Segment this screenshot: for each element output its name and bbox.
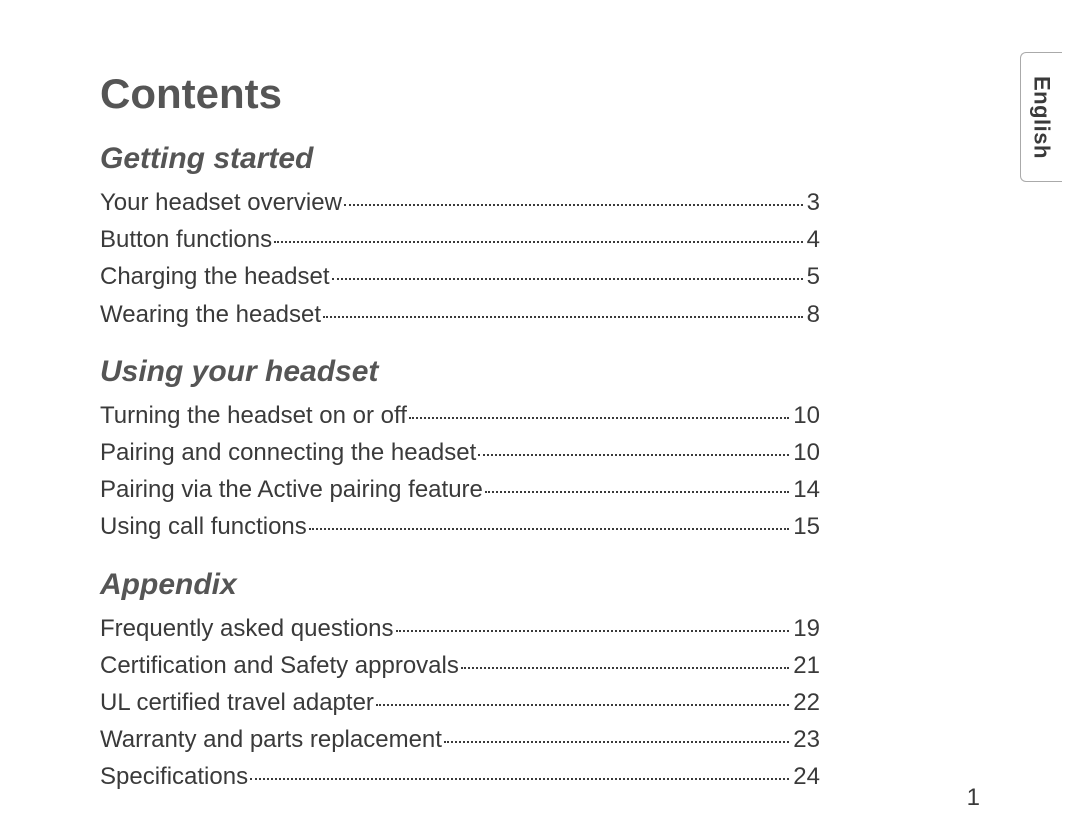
toc-page: 14 (793, 471, 820, 508)
toc-entry[interactable]: Certification and Safety approvals 21 (100, 647, 820, 684)
toc-label: Button functions (100, 221, 272, 258)
toc-entry[interactable]: Using call functions 15 (100, 508, 820, 545)
toc-page: 10 (793, 397, 820, 434)
toc-label: Wearing the headset (100, 296, 321, 333)
toc-page: Contents Getting started Your headset ov… (0, 0, 920, 795)
toc-entry[interactable]: UL certified travel adapter 22 (100, 684, 820, 721)
language-tab[interactable]: English (1020, 52, 1062, 182)
toc-leader (461, 667, 789, 669)
toc-leader (274, 241, 803, 243)
toc-entry[interactable]: Your headset overview 3 (100, 184, 820, 221)
toc-entry[interactable]: Charging the headset 5 (100, 258, 820, 295)
toc-entry[interactable]: Specifications 24 (100, 758, 820, 795)
toc-entry[interactable]: Frequently asked questions 19 (100, 610, 820, 647)
toc-page: 24 (793, 758, 820, 795)
toc-label: Warranty and parts replacement (100, 721, 442, 758)
toc-page: 10 (793, 434, 820, 471)
toc-label: Certification and Safety approvals (100, 647, 459, 684)
toc-leader (250, 778, 789, 780)
toc-label: Frequently asked questions (100, 610, 394, 647)
toc-page: 19 (793, 610, 820, 647)
toc-leader (444, 741, 789, 743)
toc-page: 3 (807, 184, 820, 221)
page-title: Contents (100, 70, 820, 118)
section-heading: Getting started (100, 142, 820, 176)
toc-entry[interactable]: Turning the headset on or off 10 (100, 397, 820, 434)
toc-leader (309, 528, 790, 530)
toc-page: 5 (807, 258, 820, 295)
toc-page: 21 (793, 647, 820, 684)
toc-page: 4 (807, 221, 820, 258)
toc-entry[interactable]: Pairing via the Active pairing feature 1… (100, 471, 820, 508)
toc-leader (323, 316, 803, 318)
toc-label: Specifications (100, 758, 248, 795)
toc-entry[interactable]: Button functions 4 (100, 221, 820, 258)
toc-page: 22 (793, 684, 820, 721)
toc-entry[interactable]: Warranty and parts replacement 23 (100, 721, 820, 758)
toc-leader (396, 630, 790, 632)
toc-leader (478, 454, 789, 456)
section-heading: Using your headset (100, 355, 820, 389)
toc-label: UL certified travel adapter (100, 684, 374, 721)
toc-page: 23 (793, 721, 820, 758)
toc-page: 8 (807, 296, 820, 333)
toc-label: Pairing and connecting the headset (100, 434, 476, 471)
toc-leader (485, 491, 789, 493)
language-tab-label: English (1029, 76, 1055, 159)
toc-label: Charging the headset (100, 258, 330, 295)
toc-label: Your headset overview (100, 184, 342, 221)
toc-label: Turning the headset on or off (100, 397, 407, 434)
toc-label: Pairing via the Active pairing feature (100, 471, 483, 508)
section-heading: Appendix (100, 568, 820, 602)
toc-label: Using call functions (100, 508, 307, 545)
toc-leader (332, 278, 803, 280)
page-number: 1 (967, 784, 980, 812)
toc-leader (344, 204, 803, 206)
toc-entry[interactable]: Wearing the headset 8 (100, 296, 820, 333)
toc-leader (376, 704, 789, 706)
toc-leader (409, 417, 789, 419)
toc-page: 15 (793, 508, 820, 545)
toc-entry[interactable]: Pairing and connecting the headset 10 (100, 434, 820, 471)
